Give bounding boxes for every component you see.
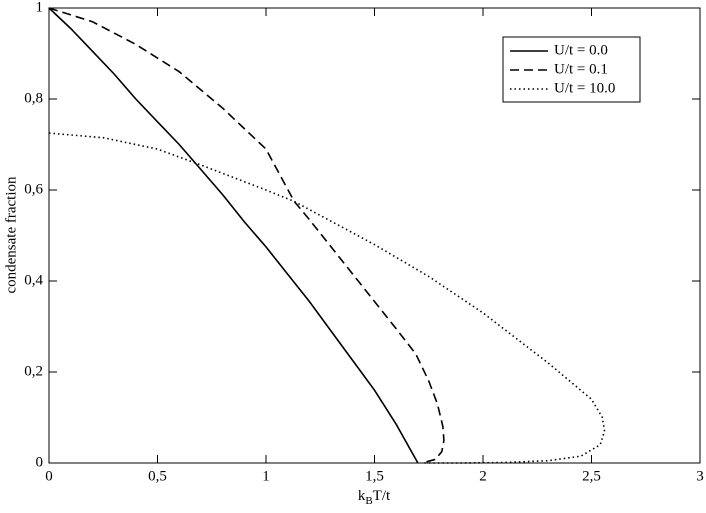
x-axis-label-sub: B: [365, 495, 372, 507]
x-axis-label-part: k: [358, 488, 366, 504]
legend-label: U/t = 10.0: [554, 80, 615, 96]
x-tick-label: 0: [45, 468, 53, 484]
series-line: [48, 132, 606, 464]
y-tick-label: 0: [36, 454, 44, 470]
y-tick-label: 1: [36, 0, 44, 15]
y-tick-label: 0,6: [24, 181, 43, 197]
legend-label: U/t = 0.1: [554, 61, 608, 77]
y-axis-label: condensate fraction: [3, 176, 19, 294]
y-tick-label: 0,4: [24, 272, 43, 288]
x-tick-label: 1,5: [365, 468, 384, 484]
x-tick-label: 3: [696, 468, 704, 484]
series-line: [48, 7, 445, 464]
x-tick-label: 2,5: [582, 468, 601, 484]
y-tick-label: 0,8: [24, 90, 43, 106]
legend-label: U/t = 0.0: [554, 42, 608, 58]
x-tick-label: 1: [262, 468, 270, 484]
x-tick-label: 0,5: [148, 468, 167, 484]
y-tick-label: 0,2: [24, 363, 43, 379]
x-axis-label-part: T/t: [373, 488, 391, 504]
x-tick-label: 2: [479, 468, 487, 484]
series-line: [48, 7, 419, 464]
x-axis-label: kBT/t: [358, 488, 391, 506]
